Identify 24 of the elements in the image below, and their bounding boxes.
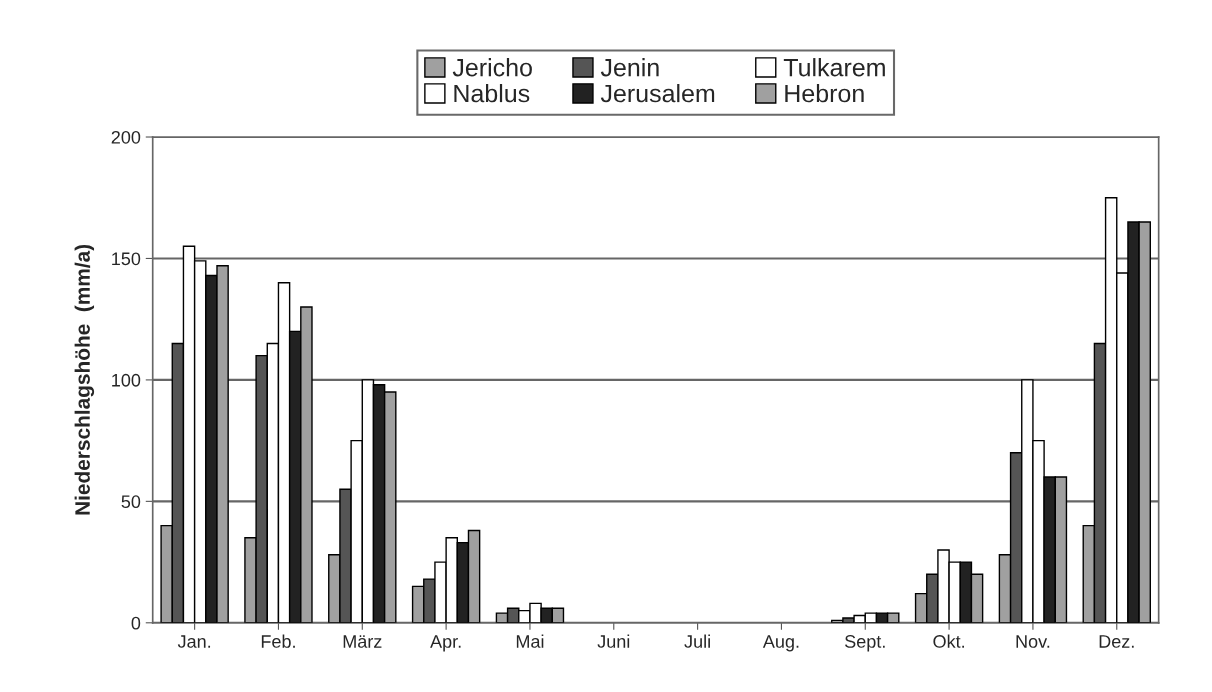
y-tick-label: 0	[131, 616, 141, 630]
x-tick-label: Apr.	[430, 635, 461, 652]
legend-label: Jenin	[600, 58, 659, 77]
x-tick-label: Dez.	[1099, 635, 1134, 648]
y-tick-label: 50	[121, 495, 141, 509]
y-tick-label: 200	[111, 130, 141, 144]
y-tick-label: 100	[112, 373, 141, 387]
x-tick-label: Mai	[516, 634, 544, 648]
x-tick-label: Juli	[684, 634, 710, 648]
x-tick-label: Aug.	[762, 635, 799, 652]
y-tick-label: 150	[112, 252, 141, 266]
legend-label: Hebron	[785, 84, 864, 103]
legend-label: Jerusalem	[600, 84, 715, 103]
x-tick-label: Sept.	[845, 635, 885, 652]
y-axis-title: Niederschlagshöhe (mm/a)	[74, 244, 95, 515]
x-tick-label: Feb.	[261, 634, 295, 648]
x-tick-label: Jan.	[177, 635, 211, 648]
legend-label: Jericho	[452, 58, 532, 77]
x-tick-label: Nov.	[1016, 635, 1050, 648]
x-tick-label: Okt.	[933, 634, 964, 648]
legend-label: Tulkarem	[783, 58, 885, 77]
x-tick-label: Juni	[597, 634, 630, 648]
x-tick-label: März	[343, 635, 382, 648]
legend-label: Nablus	[454, 84, 530, 103]
